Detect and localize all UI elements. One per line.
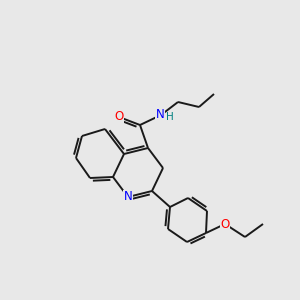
Text: O: O	[220, 218, 230, 230]
Text: O: O	[114, 110, 124, 124]
Text: H: H	[166, 112, 174, 122]
Text: N: N	[156, 107, 164, 121]
Text: N: N	[124, 190, 132, 203]
